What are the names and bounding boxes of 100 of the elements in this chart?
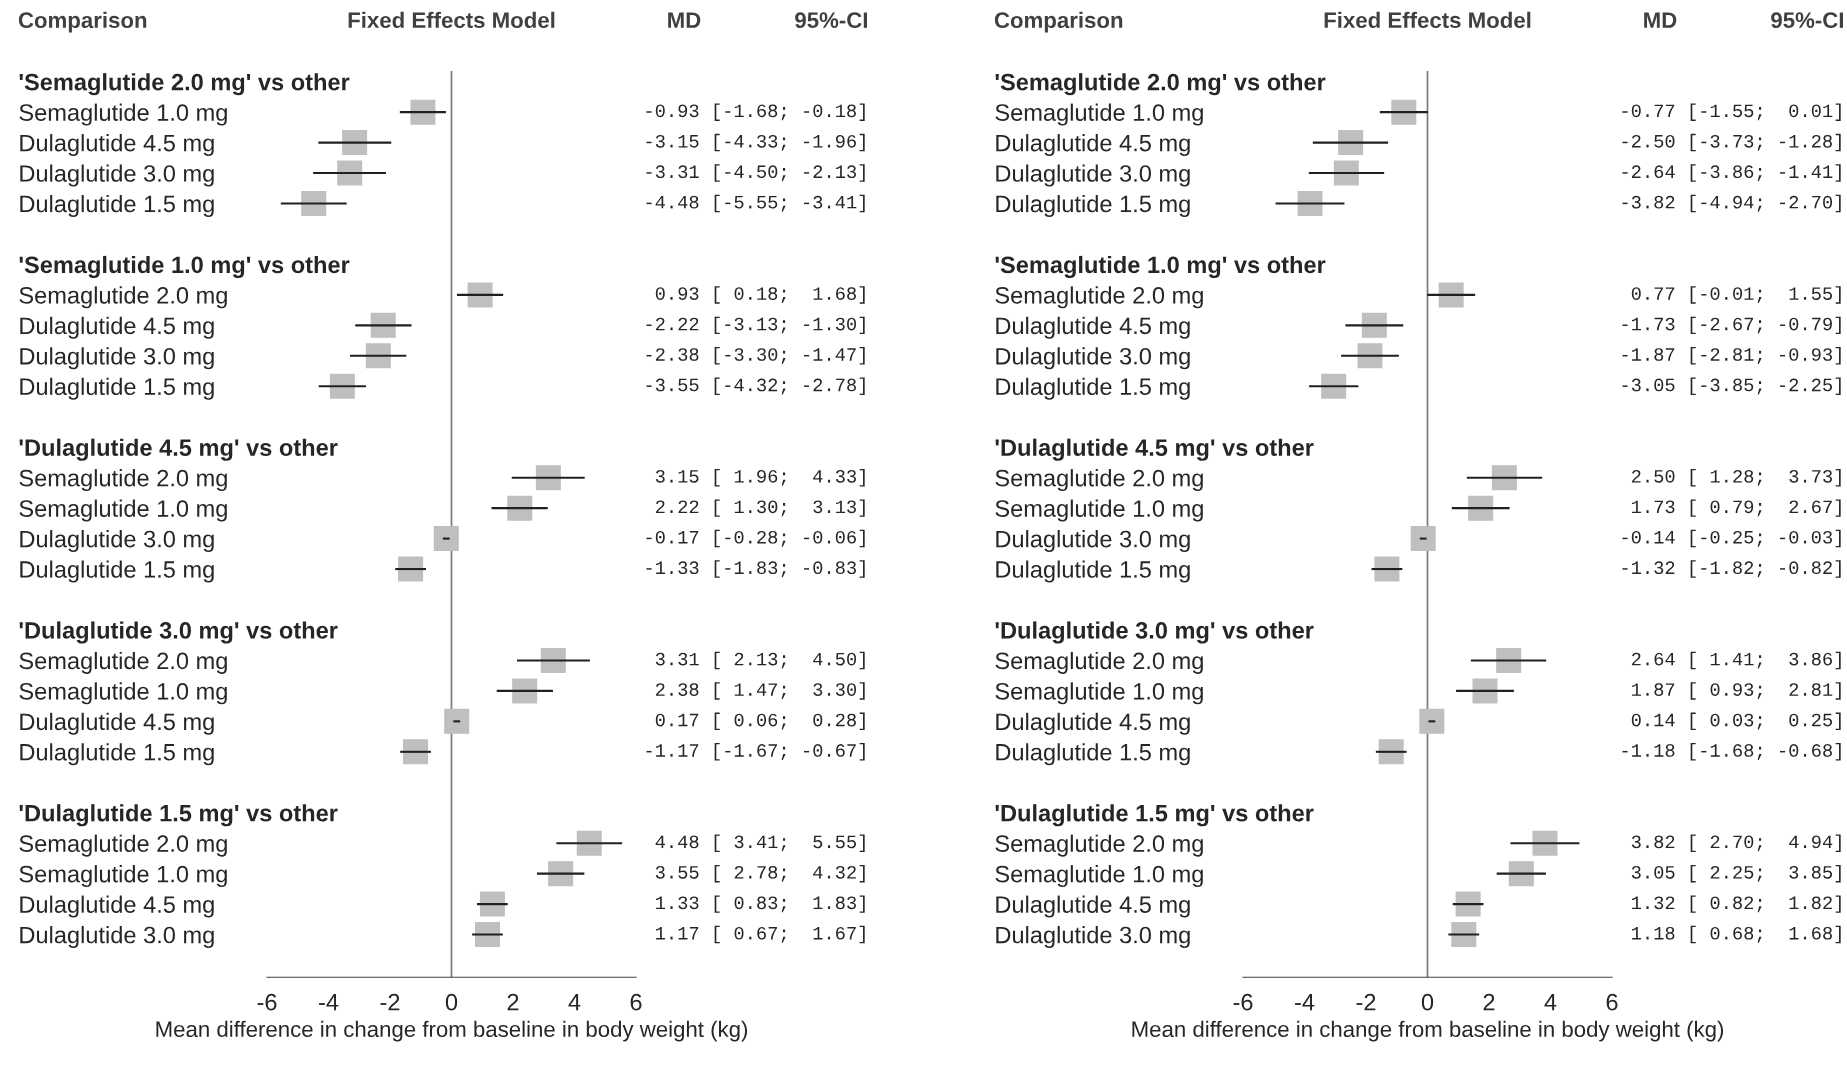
text: Fixed Effects Model	[348, 11, 555, 29]
x-tick-label: 6	[630, 993, 642, 1011]
data-label: 3.55 [ 2.78; 4.32]	[655, 864, 865, 883]
point	[370, 312, 396, 338]
point	[1472, 678, 1498, 704]
x-tick-label: 6	[1606, 993, 1618, 1011]
point	[1419, 708, 1445, 734]
category-label: Semaglutide 2.0 mg	[995, 651, 1203, 674]
category-label: Semaglutide 2.0 mg	[19, 469, 227, 492]
x-tick-label: 2	[507, 993, 519, 1011]
x-axis-title: Mean difference in change from baseline in body weight (kg)	[156, 1020, 748, 1042]
category-label: Semaglutide 2.0 mg	[19, 651, 227, 674]
category-label: Dulaglutide 4.5 mg	[20, 895, 214, 918]
x-tick-label: 0	[1421, 993, 1434, 1011]
data-label: -1.18 [-1.68; -0.68]	[1622, 743, 1841, 761]
x-axis-title: Mean difference in change from baseline in body weight (kg)	[1132, 1020, 1724, 1042]
point	[540, 647, 566, 673]
category-label: Dulaglutide 3.0 mg	[20, 347, 214, 370]
category-label: 'Semaglutide 2.0 mg' vs other	[995, 73, 1326, 96]
data-label: 1.32 [ 0.82; 1.82]	[1632, 895, 1841, 913]
category-label: Semaglutide 2.0 mg	[995, 286, 1203, 309]
category-label: Dulaglutide 1.5 mg	[20, 743, 214, 766]
data-label: -2.22 [-3.13; -1.30]	[646, 316, 865, 335]
point	[1321, 373, 1347, 399]
point	[512, 678, 538, 704]
point	[467, 282, 493, 308]
point	[1357, 343, 1383, 369]
data-label: -2.38 [-3.30; -1.47]	[646, 347, 865, 365]
point	[535, 465, 561, 491]
category-label: Dulaglutide 3.0 mg	[20, 530, 214, 553]
data-label: 3.15 [ 1.96; 4.33]	[655, 468, 865, 487]
data-label: -3.05 [-3.85; -2.25]	[1622, 377, 1841, 396]
category-label: Dulaglutide 4.5 mg	[20, 134, 214, 157]
point	[1451, 922, 1477, 948]
point	[337, 160, 363, 186]
x-tick-label: -2	[380, 993, 400, 1011]
category-label: Dulaglutide 4.5 mg	[996, 134, 1190, 157]
category-label: Dulaglutide 3.0 mg	[996, 926, 1190, 949]
data-label: 1.33 [ 0.83; 1.83]	[656, 895, 865, 913]
data-label: 2.50 [ 1.28; 3.73]	[1631, 468, 1841, 487]
point	[1391, 99, 1417, 125]
point	[1508, 861, 1534, 887]
data-label: 0.17 [ 0.06; 0.28]	[655, 712, 865, 731]
category-label: Semaglutide 2.0 mg	[19, 834, 227, 857]
point	[444, 708, 470, 734]
category-label: 'Semaglutide 1.0 mg' vs other	[995, 255, 1326, 278]
category-label: Semaglutide 2.0 mg	[19, 286, 227, 309]
data-label: -1.17 [-1.67; -0.67]	[646, 743, 865, 761]
point	[329, 373, 355, 399]
text: Comparison	[994, 11, 1123, 33]
data-label: -4.48 [-5.55; -3.41]	[646, 194, 865, 213]
text: Comparison	[18, 11, 147, 33]
point	[1455, 891, 1481, 917]
x-tick-label: 0	[445, 993, 458, 1011]
data-label: -1.32 [-1.82; -0.82]	[1622, 560, 1841, 578]
category-label: 'Semaglutide 2.0 mg' vs other	[19, 73, 350, 96]
category-label: Dulaglutide 3.0 mg	[996, 347, 1190, 370]
category-label: 'Semaglutide 1.0 mg' vs other	[19, 255, 350, 278]
data-label: -2.50 [-3.73; -1.28]	[1622, 133, 1841, 152]
x-tick-label: 2	[1483, 993, 1495, 1011]
data-label: 0.77 [-0.01; 1.55]	[1631, 286, 1841, 304]
x-tick-label: -6	[1233, 993, 1253, 1011]
data-label: 2.22 [ 1.30; 3.13]	[655, 499, 865, 517]
data-label: -1.33 [-1.83; -0.83]	[646, 560, 865, 578]
point	[474, 922, 500, 948]
category-label: Semaglutide 1.0 mg	[19, 682, 227, 705]
category-label: Dulaglutide 3.0 mg	[996, 530, 1190, 553]
point	[1438, 282, 1464, 308]
category-label: Semaglutide 1.0 mg	[995, 499, 1203, 522]
data-label: -3.82 [-4.94; -2.70]	[1622, 194, 1841, 213]
point	[365, 343, 391, 369]
text: MD	[668, 12, 701, 28]
point	[1491, 465, 1517, 491]
text: MD	[1644, 12, 1677, 28]
data-label: -2.64 [-3.86; -1.41]	[1622, 164, 1841, 182]
data-label: 1.73 [ 0.79; 2.67]	[1632, 499, 1841, 517]
category-label: Dulaglutide 3.0 mg	[20, 926, 214, 949]
data-label: -1.87 [-2.81; -0.93]	[1622, 347, 1841, 365]
point	[548, 861, 574, 887]
text: 95%-CI	[795, 12, 867, 29]
point	[1374, 556, 1400, 582]
category-label: Dulaglutide 4.5 mg	[996, 895, 1190, 918]
data-label: 1.17 [ 0.67; 1.67]	[656, 925, 865, 944]
point	[403, 739, 429, 765]
text: Fixed Effects Model	[1324, 11, 1531, 29]
data-label: 1.87 [ 0.93; 2.81]	[1632, 682, 1841, 700]
data-label: 3.05 [ 2.25; 3.85]	[1631, 864, 1841, 883]
data-label: -3.15 [-4.33; -1.96]	[646, 133, 865, 152]
category-label: Semaglutide 1.0 mg	[19, 499, 227, 522]
point	[1532, 830, 1558, 856]
data-label: -0.14 [-0.25; -0.03]	[1622, 529, 1841, 548]
point	[410, 99, 436, 125]
category-label: Dulaglutide 4.5 mg	[20, 712, 214, 735]
category-label: Dulaglutide 1.5 mg	[20, 194, 214, 217]
category-label: Semaglutide 1.0 mg	[995, 682, 1203, 705]
category-label: 'Dulaglutide 4.5 mg' vs other	[995, 438, 1314, 461]
data-label: 3.31 [ 2.13; 4.50]	[655, 651, 865, 670]
category-label: Dulaglutide 1.5 mg	[996, 743, 1190, 766]
point	[1496, 647, 1522, 673]
data-label: -0.17 [-0.28; -0.06]	[646, 529, 865, 548]
